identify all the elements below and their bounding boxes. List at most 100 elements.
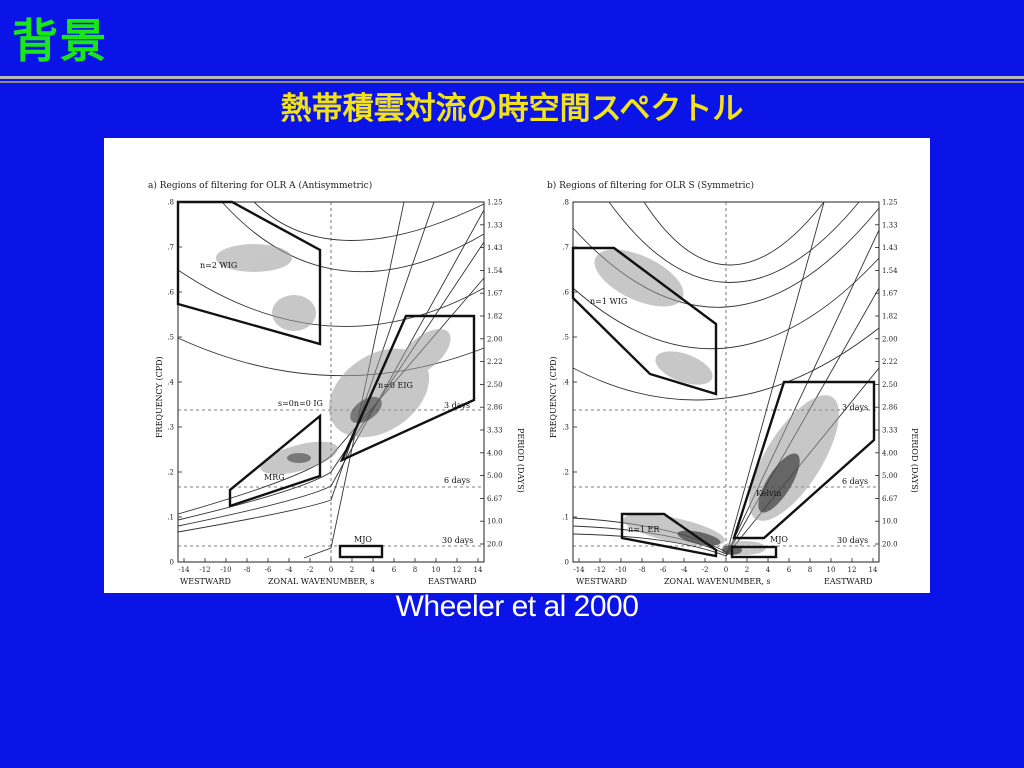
period-tick-label: 1.54: [882, 267, 898, 275]
freq-tick-label: 0: [565, 559, 569, 567]
wavenumber-tick-label: -14: [573, 566, 585, 574]
panel-a-y2label: PERIOD (DAYS): [516, 428, 525, 493]
panel-a-filter-regions: [176, 200, 476, 559]
period-tick-label: 1.82: [882, 313, 898, 321]
label-s0n0-ig: s=0n=0 IG: [278, 399, 323, 408]
freq-tick-label: .1: [562, 514, 569, 522]
panel-b-xlabel-left: WESTWARD: [576, 577, 627, 586]
period-tick-label: 5.00: [882, 472, 898, 480]
label-mjo-b: MJO: [770, 535, 788, 544]
label-n2-wig: n=2 WIG: [200, 261, 237, 270]
freq-tick-label: .4: [562, 379, 569, 387]
wavenumber-tick-label: -14: [178, 566, 190, 574]
spectrum-figure: a) Regions of filtering for OLR A (Antis…: [104, 138, 930, 593]
label-n0-eig: n=0 EIG: [378, 381, 413, 390]
wavenumber-tick-label: -12: [199, 566, 210, 574]
period-tick-label: 2.86: [882, 404, 898, 412]
period-tick-label: 1.82: [487, 313, 503, 321]
freq-tick-label: 0: [170, 559, 174, 567]
label-n1-wig: n=1 WIG: [590, 297, 627, 306]
wavenumber-tick-label: 14: [474, 566, 483, 574]
freq-tick-label: .5: [167, 334, 174, 342]
panel-a-ylabel: FREQUENCY (CPD): [155, 356, 164, 438]
wavenumber-tick-label: 14: [869, 566, 878, 574]
period-tick-label: 2.50: [487, 381, 503, 389]
panel-a-heading: a) Regions of filtering for OLR A (Antis…: [148, 180, 372, 191]
period-tick-label: 10.0: [882, 518, 898, 526]
freq-tick-label: .2: [562, 469, 569, 477]
wavenumber-tick-label: 10: [432, 566, 441, 574]
period-tick-label: 6.67: [882, 495, 898, 503]
panel-a-spectral-power: [216, 244, 451, 475]
wavenumber-tick-label: 6: [787, 566, 792, 574]
label-3days-b: 3 days: [842, 403, 868, 412]
freq-tick-label: .6: [562, 289, 569, 297]
period-tick-label: 4.00: [487, 449, 503, 457]
period-tick-label: 2.50: [882, 381, 898, 389]
period-tick-label: 1.43: [882, 244, 898, 252]
panel-b-xlabel-center: ZONAL WAVENUMBER, s: [664, 577, 770, 586]
freq-tick-label: .1: [167, 514, 174, 522]
panel-a: a) Regions of filtering for OLR A (Antis…: [148, 180, 525, 586]
wavenumber-tick-label: -10: [615, 566, 626, 574]
period-tick-label: 2.22: [487, 358, 503, 366]
period-tick-label: 4.00: [882, 449, 898, 457]
label-mrg: MRG: [264, 473, 285, 482]
freq-tick-label: .8: [167, 199, 174, 207]
panel-b-heading: b) Regions of filtering for OLR S (Symme…: [547, 180, 754, 191]
title-underline: [0, 76, 1024, 79]
wavenumber-tick-label: 4: [371, 566, 376, 574]
freq-tick-label: .3: [562, 424, 569, 432]
panel-a-xlabel-center: ZONAL WAVENUMBER, s: [268, 577, 374, 586]
label-6days-b: 6 days: [842, 477, 868, 486]
period-tick-label: 2.00: [882, 335, 898, 343]
panel-b: b) Regions of filtering for OLR S (Symme…: [547, 180, 919, 586]
wavenumber-tick-label: 6: [392, 566, 397, 574]
wavenumber-tick-label: -2: [702, 566, 709, 574]
period-tick-label: 2.86: [487, 404, 503, 412]
label-3days-a: 3 days: [444, 401, 470, 410]
label-30days-a: 30 days: [442, 536, 473, 545]
period-tick-label: 1.33: [882, 221, 898, 229]
wavenumber-tick-label: 12: [453, 566, 462, 574]
freq-tick-label: .8: [562, 199, 569, 207]
period-tick-label: 2.22: [882, 358, 898, 366]
freq-tick-label: .6: [167, 289, 174, 297]
period-tick-label: 10.0: [487, 518, 503, 526]
period-tick-label: 3.33: [487, 427, 503, 435]
wavenumber-tick-label: -12: [594, 566, 605, 574]
freq-tick-label: .7: [167, 244, 174, 252]
spectrum-figure-svg: a) Regions of filtering for OLR A (Antis…: [148, 180, 919, 586]
slide-title: 背景: [12, 14, 108, 68]
period-tick-label: 6.67: [487, 495, 503, 503]
wavenumber-tick-label: -8: [639, 566, 646, 574]
wavenumber-tick-label: 2: [350, 566, 354, 574]
panel-a-xlabel-right: EASTWARD: [428, 577, 476, 586]
wavenumber-tick-label: -8: [244, 566, 251, 574]
wavenumber-tick-label: 4: [766, 566, 771, 574]
wavenumber-tick-label: 8: [808, 566, 812, 574]
wavenumber-tick-label: -4: [286, 566, 293, 574]
wavenumber-tick-label: 2: [745, 566, 749, 574]
freq-tick-label: .2: [167, 469, 174, 477]
wavenumber-tick-label: 10: [827, 566, 836, 574]
wavenumber-tick-label: -2: [307, 566, 314, 574]
wavenumber-tick-label: -6: [265, 566, 272, 574]
slide-subtitle: 熱帯積雲対流の時空間スペクトル: [280, 91, 744, 127]
freq-tick-label: .7: [562, 244, 569, 252]
label-6days-a: 6 days: [444, 476, 470, 485]
wavenumber-tick-label: 0: [329, 566, 333, 574]
wavenumber-tick-label: -6: [660, 566, 667, 574]
period-tick-label: 3.33: [882, 427, 898, 435]
label-kelvin: Kelvin: [756, 489, 781, 498]
period-tick-label: 20.0: [882, 541, 898, 549]
wavenumber-tick-label: -10: [220, 566, 231, 574]
wavenumber-tick-label: 8: [413, 566, 417, 574]
label-30days-b: 30 days: [837, 536, 868, 545]
period-tick-label: 2.00: [487, 335, 503, 343]
title-underline-shadow: [0, 81, 1024, 83]
freq-tick-label: .4: [167, 379, 174, 387]
period-tick-label: 20.0: [487, 541, 503, 549]
panel-b-ylabel: FREQUENCY (CPD): [549, 356, 558, 438]
wavenumber-tick-label: 12: [848, 566, 857, 574]
